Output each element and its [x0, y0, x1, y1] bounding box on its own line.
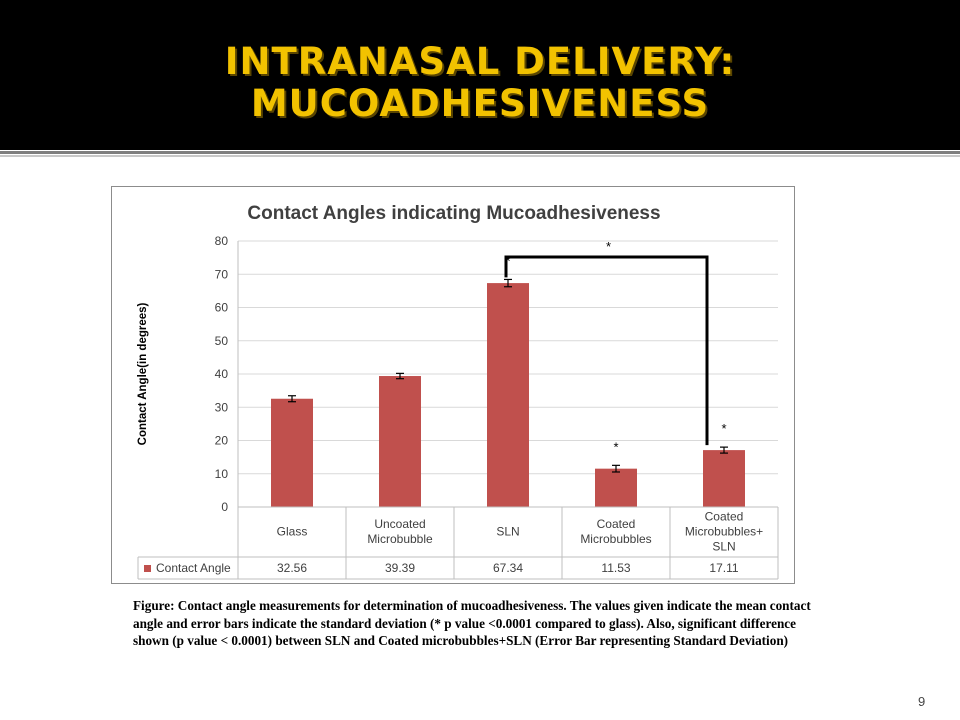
category-label: Microbubble — [367, 532, 433, 546]
category-label: SLN — [712, 540, 735, 554]
y-tick-label: 40 — [215, 367, 229, 381]
title-separator — [0, 151, 960, 154]
category-label: Microbubbles+ — [685, 525, 763, 539]
bar — [271, 398, 313, 507]
y-tick-label: 50 — [215, 334, 229, 348]
y-tick-label: 10 — [215, 467, 229, 481]
significance-marker: * — [505, 253, 510, 268]
y-tick-label: 60 — [215, 301, 229, 315]
significance-bracket — [504, 255, 709, 446]
bar — [703, 450, 745, 507]
category-label: SLN — [496, 525, 519, 539]
legend-label: Contact Angle — [156, 561, 231, 575]
category-label: Coated — [597, 517, 636, 531]
significance-marker: * — [613, 439, 618, 454]
chart-title: Contact Angles indicating Mucoadhesivene… — [247, 203, 660, 224]
slide-title-line-1: INTRANASAL DELIVERY: — [224, 40, 736, 83]
category-label: Uncoated — [374, 517, 425, 531]
significance-marker: * — [721, 421, 726, 436]
category-label: Microbubbles — [580, 532, 651, 546]
category-label: Glass — [277, 525, 308, 539]
bar — [595, 468, 637, 507]
bar-chart: Contact Angles indicating Mucoadhesivene… — [137, 203, 779, 580]
y-tick-label: 80 — [215, 234, 229, 248]
data-value-label: 32.56 — [277, 561, 307, 575]
figure-caption: Figure: Contact angle measurements for d… — [133, 598, 811, 648]
significance-bracket-label: * — [606, 239, 611, 254]
y-axis-label: Contact Angle(in degrees) — [137, 302, 149, 445]
y-tick-label: 30 — [215, 400, 229, 414]
y-tick-label: 0 — [221, 500, 228, 514]
title-bar — [0, 0, 960, 150]
page-number: 9 — [918, 694, 926, 709]
y-tick-label: 20 — [215, 434, 229, 448]
legend-swatch — [144, 565, 151, 572]
data-value-label: 17.11 — [709, 561, 738, 575]
category-label: Coated — [705, 510, 744, 524]
title-separator-light — [0, 155, 960, 157]
slide-title-line-2: MUCOADHESIVENESS — [250, 82, 710, 125]
data-value-label: 39.39 — [385, 561, 415, 575]
data-value-label: 11.53 — [601, 561, 630, 575]
y-tick-label: 70 — [215, 267, 229, 281]
bar — [487, 283, 529, 507]
chart-frame: Contact Angles indicating Mucoadhesivene… — [111, 186, 795, 584]
data-value-label: 67.34 — [493, 561, 523, 575]
bar — [379, 376, 421, 507]
